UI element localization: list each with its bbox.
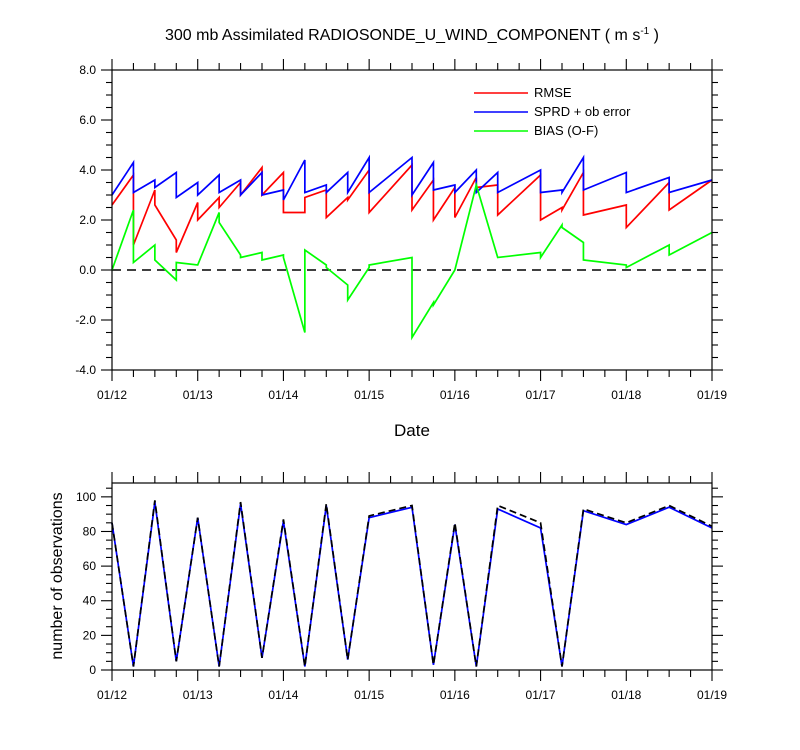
legend-label-bias: BIAS (O-F): [534, 123, 598, 138]
x-tick-label: 01/17: [526, 388, 556, 402]
x-tick-label: 01/15: [354, 388, 384, 402]
series-line-assimilated: [111, 501, 713, 667]
x-tick-label: 01/14: [268, 688, 298, 702]
x-tick-label: 01/16: [440, 688, 470, 702]
x-tick-label: 01/19: [697, 388, 727, 402]
x-tick-label: 01/14: [268, 388, 298, 402]
y-tick-label: 20: [83, 628, 97, 642]
x-axis-label: Date: [394, 421, 430, 440]
bottom-series-lines: [111, 500, 713, 667]
top-axes-ticks: [101, 59, 723, 381]
y-tick-label: 100: [76, 490, 96, 504]
x-tick-label: 01/12: [97, 688, 127, 702]
series-line-possible: [111, 500, 713, 667]
x-tick-label: 01/18: [611, 688, 641, 702]
y-tick-label: 60: [83, 559, 97, 573]
y-tick-label: 0: [89, 663, 96, 677]
x-tick-label: 01/13: [183, 388, 213, 402]
y-tick-label: -4.0: [75, 363, 96, 377]
y-tick-label: -2.0: [75, 313, 96, 327]
y-tick-label: 8.0: [79, 63, 96, 77]
x-tick-label: 01/16: [440, 388, 470, 402]
y-axis-label: number of observations: [49, 492, 66, 659]
bottom-plot-frame: [111, 482, 713, 671]
y-tick-label: 80: [83, 524, 97, 538]
series-line-rmse: [111, 162, 713, 253]
y-tick-label: 2.0: [79, 213, 96, 227]
y-tick-label: 4.0: [79, 163, 96, 177]
x-tick-label: 01/19: [697, 688, 727, 702]
top-x-tick-labels: 01/12 01/13 01/14 01/15 01/16 01/17 01/18 01/19: [97, 388, 727, 402]
legend: RMSE SPRD + ob error BIAS (O-F): [474, 85, 631, 138]
y-tick-label: 6.0: [79, 113, 96, 127]
x-tick-label: 01/17: [526, 688, 556, 702]
x-tick-label: 01/18: [611, 388, 641, 402]
y-tick-label: 40: [83, 594, 97, 608]
series-line-bias-o-f: [111, 181, 713, 341]
series-line-sprd-ob-error: [111, 154, 713, 201]
x-tick-label: 01/12: [97, 388, 127, 402]
bottom-x-tick-labels: 01/12 01/13 01/14 01/15 01/16 01/17 01/18 01/19: [97, 688, 727, 702]
x-tick-label: 01/13: [183, 688, 213, 702]
chart-title: 300 mb Assimilated RADIOSONDE_U_WIND_COM…: [165, 26, 659, 44]
legend-label-rmse: RMSE: [534, 85, 572, 100]
y-tick-label: 0.0: [79, 263, 96, 277]
x-tick-label: 01/15: [354, 688, 384, 702]
top-y-tick-labels: -4.0 -2.0 0.0 2.0 4.0 6.0 8.0: [75, 63, 96, 377]
top-plot-frame: [111, 69, 713, 371]
top-series-lines: [111, 154, 713, 341]
bottom-y-tick-labels: 0 20 40 60 80 100: [76, 490, 96, 677]
bottom-axes-ticks: [101, 472, 723, 681]
legend-label-sprd: SPRD + ob error: [534, 104, 631, 119]
wind-component-chart: 300 mb Assimilated RADIOSONDE_U_WIND_COM…: [75, 26, 727, 440]
